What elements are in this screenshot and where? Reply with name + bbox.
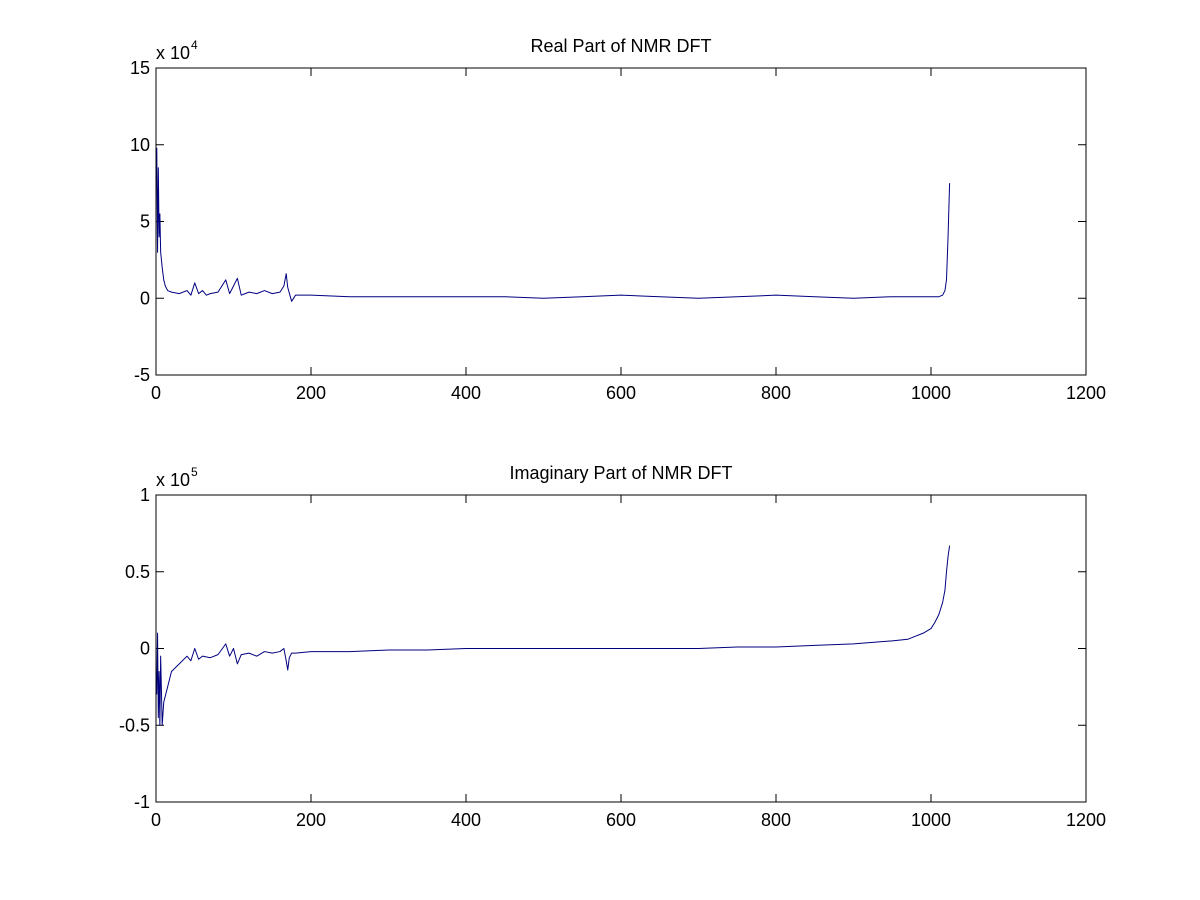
y-tick-label: -5 <box>134 365 150 385</box>
x-tick-label: 400 <box>451 810 481 830</box>
x-tick-label: 0 <box>151 810 161 830</box>
series-line <box>156 545 951 726</box>
x-tick-label: 200 <box>296 810 326 830</box>
x-tick-label: 1000 <box>911 383 951 403</box>
y-tick-label: -1 <box>134 792 150 812</box>
x-tick-label: 800 <box>761 810 791 830</box>
y-multiplier-exponent: 5 <box>191 465 198 479</box>
y-tick-label: 1 <box>140 485 150 505</box>
subplot-imaginary-part: 0 200 400 600 800 1000 1200 -1 -0.5 0 0.5 1 Imaginar… <box>119 463 1106 830</box>
y-multiplier-base: x 10 <box>156 470 190 490</box>
x-tick-label: 1200 <box>1066 383 1106 403</box>
y-tick-label: 0.5 <box>125 562 150 582</box>
chart-title: Imaginary Part of NMR DFT <box>509 463 732 483</box>
x-tick-label: 0 <box>151 383 161 403</box>
y-tick-label: 10 <box>130 135 150 155</box>
y-tick-label: 0 <box>140 639 150 659</box>
x-tick-label: 400 <box>451 383 481 403</box>
x-tick-label: 1000 <box>911 810 951 830</box>
axes-frame <box>155 67 1087 376</box>
y-tick-label: -0.5 <box>119 715 150 735</box>
y-tick-label: 0 <box>140 288 150 308</box>
y-multiplier-exponent: 4 <box>191 38 198 52</box>
x-tick-label: 200 <box>296 383 326 403</box>
x-tick-label: 600 <box>606 383 636 403</box>
y-tick-label: 5 <box>140 212 150 232</box>
series-line <box>156 147 951 302</box>
x-tick-label: 600 <box>606 810 636 830</box>
x-tick-label: 1200 <box>1066 810 1106 830</box>
y-tick-label: 15 <box>130 58 150 78</box>
x-tick-label: 800 <box>761 383 791 403</box>
y-multiplier-base: x 10 <box>156 43 190 63</box>
chart-title: Real Part of NMR DFT <box>530 36 711 56</box>
